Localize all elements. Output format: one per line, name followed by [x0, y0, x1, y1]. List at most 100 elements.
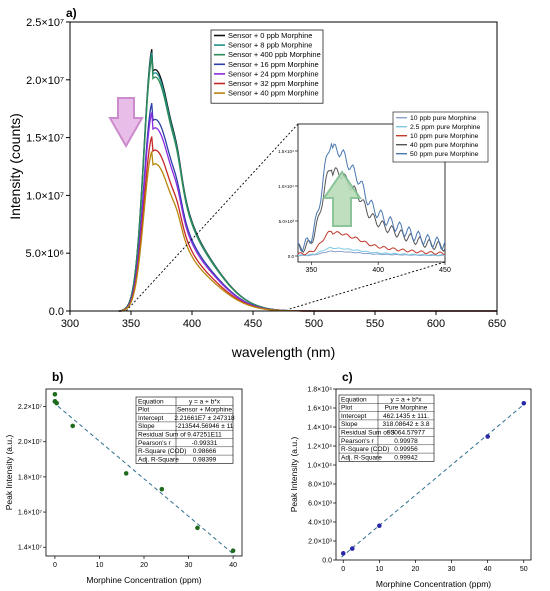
y-axis-label-b: Peak Intensity (a.u.) [4, 435, 14, 511]
y-tick-label-b-3: 2.0×10⁷ [18, 439, 43, 446]
data-point-b-4 [123, 471, 129, 476]
fit-table-value-b-2: 2.21661E7 ± 247318 [174, 415, 235, 422]
fit-table-key-c-7: Adj. R-Square [341, 454, 382, 461]
x-tick-label-b-2: 20 [140, 562, 148, 569]
fit-table-key-c-2: Intercept [341, 413, 366, 420]
fit-table-key-b-6: R-Square (COD) [138, 448, 186, 455]
legend-label-a-6: Sensor + 40 ppm Morphine [228, 89, 319, 98]
inset-legend: 10 ppb pure Morphine 2.5 ppm pure Morphin… [392, 111, 489, 163]
fit-table-value-c-5: 0.99978 [394, 438, 418, 445]
y-tick-label-a-3: 1.5×10⁷ [26, 133, 64, 145]
y-tick-label-c-3: 6.0×10³ [308, 501, 333, 508]
y-tick-label-b-1: 1.6×10⁷ [18, 510, 43, 517]
inset-legend-box [392, 111, 489, 163]
x-tick-label-a-5: 550 [366, 318, 384, 330]
y-tick-label-b-2: 1.8×10⁷ [18, 474, 43, 481]
inset-legend-label-3: 40 ppm pure Morphine [410, 142, 479, 149]
x-tick-label-c-1: 10 [375, 566, 383, 573]
data-point-b-0 [52, 391, 58, 397]
legend-label-a-0: Sensor + 0 ppb Morphine [228, 31, 312, 40]
fit-table-key-c-3: Slope [341, 421, 358, 428]
legend-label-a-5: Sensor + 32 ppm Morphine [228, 79, 319, 88]
inset-legend-label-1: 2.5 ppm pure Morphine [410, 124, 480, 131]
x-tick-label-c-4: 40 [484, 566, 492, 573]
x-tick-label-c-3: 30 [448, 566, 456, 573]
zoom-line-a-2 [289, 261, 446, 310]
inset-x-tick-label-2: 450 [439, 267, 451, 274]
fit-table-value-c-1: Pure Morphine [385, 405, 428, 412]
y-tick-label-c-8: 1.6×10⁴ [307, 406, 332, 413]
y-tick-label-c-0: 0.0 [322, 558, 332, 565]
down-arrow-icon [108, 97, 144, 149]
y-tick-label-c-2: 4.0×10³ [308, 520, 333, 527]
x-tick-label-a-3: 450 [244, 318, 262, 330]
x-tick-label-a-7: 650 [488, 318, 506, 330]
x-tick-label-b-1: 10 [96, 562, 104, 569]
x-tick-label-a-4: 500 [305, 318, 323, 330]
x-tick-label-a-1: 350 [122, 318, 140, 330]
y-tick-label-b-4: 2.2×10⁷ [18, 404, 43, 411]
up-arrow-icon [322, 170, 362, 227]
inset-legend-label-0: 10 ppb pure Morphine [410, 115, 477, 122]
inset-series-line-0 [297, 250, 446, 257]
fit-table-value-b-0: y = a + b*x [189, 398, 221, 405]
x-tick-label-c-5: 50 [520, 566, 528, 573]
legend-label-a-3: Sensor + 16 ppm Morphine [228, 60, 319, 69]
y-axis-label-a: Intensity (counts) [7, 113, 23, 220]
data-point-b-6 [195, 525, 200, 531]
y-tick-label-c-9: 1.8×10⁴ [307, 387, 332, 394]
x-axis-label-c: Morphine Concentration (ppm) [376, 579, 491, 589]
x-tick-label-b-4: 40 [229, 562, 237, 569]
fit-table-key-b-4: Residual Sum of [138, 432, 186, 439]
panel-b: b) 0 10 20 30 40 1.4×10⁷ 1.6×10⁷ 1.8×10⁷ 2.0×10⁷ 2… [4, 370, 243, 585]
inset-y-tick-label-2: 1.0×10⁴ [278, 184, 294, 189]
inset-y-tick-label-1: 5.0×10³ [279, 219, 295, 224]
panel-label-c: c) [342, 370, 353, 384]
fit-table-key-b-1: Plot [138, 407, 149, 414]
data-point-c-3 [485, 434, 490, 439]
data-point-b-3 [70, 423, 76, 429]
fit-table-value-b-1: Sensor + Morphine [177, 407, 232, 414]
x-tick-label-b-0: 0 [53, 562, 57, 569]
fit-table-b: Equation y = a + b*x Plot Sensor + Morphine… [135, 396, 235, 464]
x-tick-label-a-2: 400 [183, 318, 201, 330]
fit-table-key-c-6: R-Square (COD) [341, 446, 389, 453]
data-point-c-1 [349, 546, 355, 551]
x-tick-label-b-3: 30 [185, 562, 193, 569]
y-tick-label-a-2: 1.0×10⁷ [26, 190, 64, 202]
fit-table-value-b-5: -0.99331 [192, 440, 218, 447]
data-point-c-0 [340, 551, 346, 556]
inset-series-line-1 [297, 246, 446, 257]
fit-table-value-c-3: 318.08642 ± 3.8 [383, 421, 430, 428]
y-tick-label-a-1: 5.0×10⁶ [26, 248, 64, 260]
fit-table-value-c-6: 0.99956 [394, 446, 418, 453]
fit-table-value-c-0: y = a + b*x [390, 396, 422, 403]
fit-table-c: Equation y = a + b*x Plot Pure Morphine Inte… [338, 394, 435, 462]
fit-line-c [341, 402, 526, 558]
y-tick-label-a-0: 0.0 [49, 306, 64, 318]
fit-table-value-b-6: 0.98666 [193, 448, 217, 455]
y-tick-label-a-5: 2.5×10⁷ [26, 17, 64, 29]
data-point-c-4 [521, 400, 527, 406]
y-tick-label-c-1: 2.0×10³ [308, 539, 333, 546]
fit-table-key-b-5: Pearson's r [138, 440, 172, 447]
data-point-c-2 [377, 523, 382, 529]
fit-table-key-b-3: Slope [138, 423, 155, 430]
x-axis-label-b: Morphine Concentration (ppm) [86, 575, 201, 585]
inset-y-tick-label-3: 1.5×10⁴ [278, 149, 294, 154]
x-axis-label-a: wavelength (nm) [231, 344, 336, 360]
inset-series-line-2 [297, 230, 446, 256]
data-point-b-5 [159, 486, 165, 492]
legend-label-a-2: Sensor + 400 ppb Morphine [228, 50, 321, 59]
x-tick-label-a-6: 600 [427, 318, 445, 330]
y-tick-label-b-0: 1.4×10⁷ [18, 545, 43, 552]
plot-frame-c [335, 388, 532, 561]
fit-table-value-b-3: -213544.56946 ± 11 [176, 423, 234, 430]
inset-series-line-4 [297, 142, 446, 253]
x-tick-label-c-2: 20 [412, 566, 420, 573]
y-tick-label-c-7: 1.4×10⁴ [307, 425, 332, 432]
fit-table-key-b-0: Equation [138, 398, 164, 405]
data-point-b-2 [54, 400, 59, 406]
legend-box-a [210, 29, 324, 104]
